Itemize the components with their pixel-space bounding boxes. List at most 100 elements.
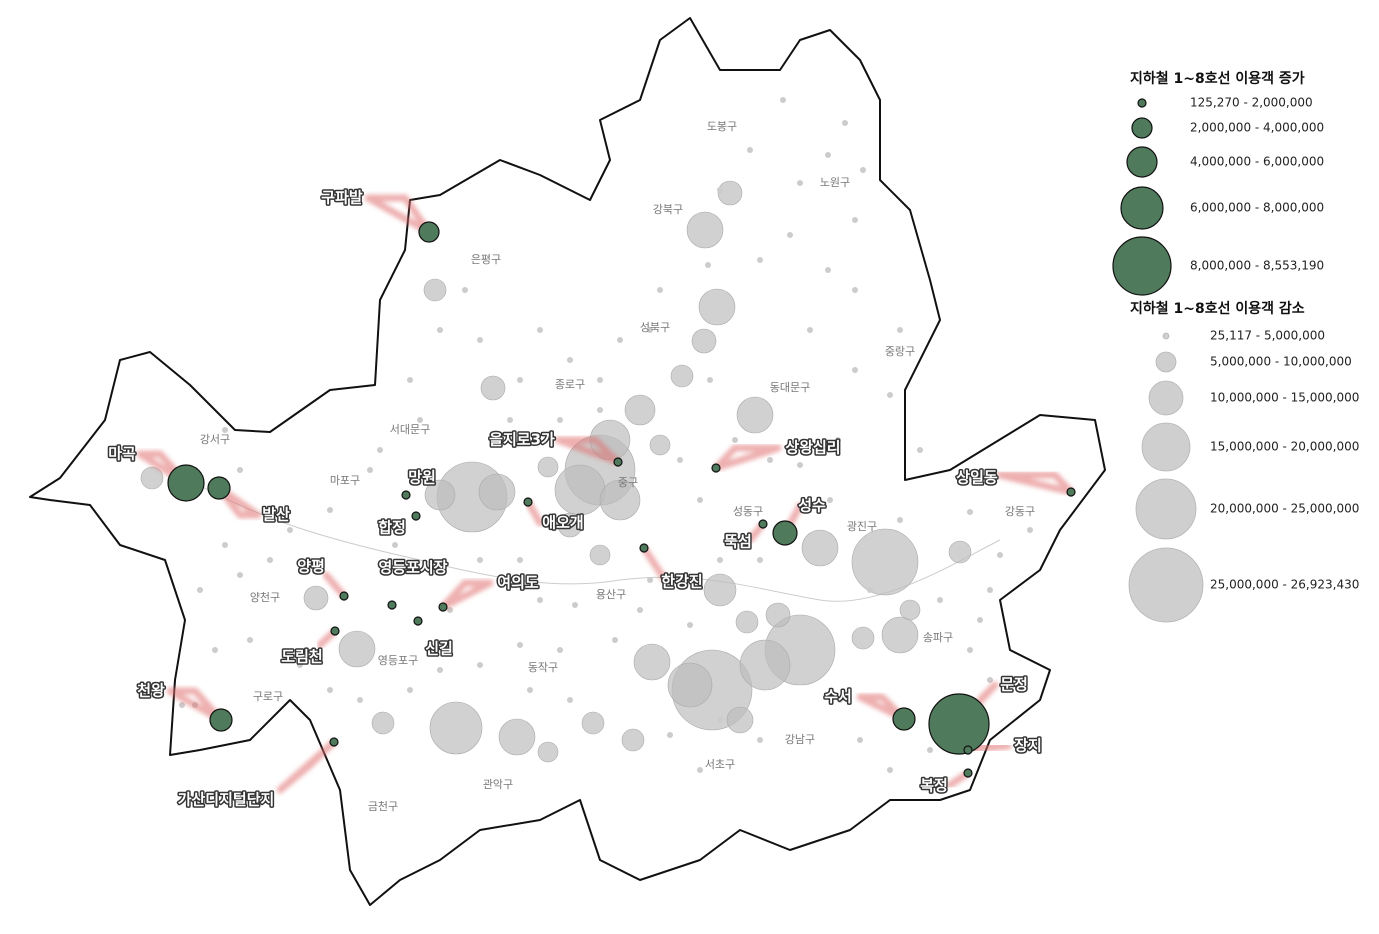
- decrease-circle: [987, 587, 993, 593]
- station-circle: [418, 221, 440, 243]
- decrease-circle: [417, 417, 423, 423]
- leader-line: [946, 770, 970, 789]
- decrease-circle: [197, 587, 203, 593]
- district-label: 강동구: [1005, 505, 1035, 518]
- decrease-circle: [852, 287, 858, 293]
- decrease-circle: [887, 392, 893, 398]
- decrease-circle: [567, 357, 573, 363]
- station-circle: [411, 511, 421, 521]
- decrease-circle: [447, 607, 453, 613]
- station-circle: [892, 707, 916, 731]
- district-label: 동대문구: [770, 381, 810, 394]
- legend-title: 지하철 1~8호선 이용객 증가: [1130, 70, 1305, 87]
- decrease-circle: [842, 120, 848, 126]
- decrease-circle: [377, 447, 383, 453]
- decrease-circle: [297, 662, 303, 668]
- decrease-circles: [140, 97, 1033, 773]
- decrease-circle: [612, 637, 618, 643]
- station-label: 성수: [798, 497, 826, 515]
- decrease-circle: [621, 728, 645, 752]
- legend-label: 20,000,000 - 25,000,000: [1210, 502, 1359, 516]
- decrease-circle: [735, 610, 759, 634]
- leader-line: [364, 194, 432, 236]
- station-circle: [339, 591, 349, 601]
- district-label: 성동구: [733, 505, 763, 518]
- decrease-circle: [480, 375, 506, 401]
- decrease-circle: [179, 702, 185, 708]
- decrease-circle: [462, 287, 468, 293]
- district-label: 강북구: [653, 203, 683, 216]
- district-label: 성북구: [640, 321, 670, 334]
- decrease-circle: [736, 396, 774, 434]
- decrease-circle: [649, 434, 671, 456]
- legend-symbol: [1162, 332, 1170, 340]
- decrease-circle: [597, 377, 603, 383]
- decrease-circle: [697, 767, 703, 773]
- station-circle: [167, 464, 205, 502]
- decrease-circle: [581, 711, 605, 735]
- decrease-circle: [767, 457, 773, 463]
- district-label: 서초구: [705, 758, 735, 771]
- station-label: 마곡: [108, 445, 136, 463]
- decrease-circle: [429, 701, 483, 755]
- decrease-circle: [726, 706, 754, 734]
- decrease-circle: [498, 718, 536, 756]
- decrease-circle: [732, 437, 738, 443]
- decrease-circle: [517, 557, 523, 563]
- leader-line: [136, 450, 189, 486]
- station-label: 영등포시장: [378, 559, 447, 577]
- decrease-circle: [338, 630, 376, 668]
- decrease-circle: [765, 602, 791, 628]
- legend-label: 5,000,000 - 10,000,000: [1210, 355, 1352, 369]
- station-label: 문정: [1000, 676, 1028, 694]
- decrease-circle: [967, 647, 973, 653]
- decrease-circle: [717, 187, 723, 193]
- decrease-circle: [557, 512, 583, 538]
- station-circle: [758, 519, 768, 529]
- district-label: 양천구: [250, 590, 280, 604]
- decrease-circle: [367, 467, 373, 473]
- station-label: 복정: [920, 777, 948, 795]
- decrease-circle: [237, 572, 243, 578]
- decrease-circle: [517, 642, 523, 648]
- decrease-circle: [477, 337, 483, 343]
- decrease-circle: [852, 217, 858, 223]
- station-circle: [413, 616, 423, 626]
- legend-label: 2,000,000 - 4,000,000: [1190, 121, 1324, 135]
- leader-line: [554, 436, 621, 466]
- station-label: 뚝섬: [724, 533, 752, 551]
- district-label: 강남구: [785, 733, 815, 746]
- station-label: 장지: [1014, 737, 1042, 755]
- decrease-circle: [327, 687, 333, 693]
- decrease-circle: [807, 327, 813, 333]
- decrease-circle: [633, 643, 671, 681]
- decrease-circle: [677, 457, 683, 463]
- legend-symbol: [1128, 547, 1204, 623]
- station-label: 상일동: [956, 469, 998, 487]
- leader-line: [276, 739, 337, 794]
- district-label: 송파구: [923, 631, 953, 644]
- decrease-circle: [1027, 527, 1033, 533]
- legend-label: 8,000,000 - 8,553,190: [1190, 259, 1324, 273]
- decrease-circle: [357, 697, 363, 703]
- station-label: 상왕십리: [785, 439, 840, 457]
- leader-line: [746, 521, 766, 544]
- decrease-circle: [801, 529, 839, 567]
- district-label: 동작구: [528, 661, 558, 674]
- station-circle: [387, 600, 397, 610]
- station-circle: [209, 708, 233, 732]
- decrease-circle: [757, 257, 763, 263]
- decrease-circle: [857, 737, 863, 743]
- station-circle: [639, 543, 649, 553]
- decrease-circle: [987, 677, 993, 683]
- station-circle: [207, 476, 231, 500]
- station-label: 애오개: [542, 514, 583, 532]
- station-label: 양평: [297, 558, 325, 576]
- decrease-circle: [851, 626, 875, 650]
- leader-line: [967, 742, 1012, 754]
- decrease-circle: [757, 557, 763, 563]
- decrease-circle: [698, 288, 736, 326]
- district-label: 마포구: [330, 474, 360, 487]
- legend-label: 125,270 - 2,000,000: [1190, 96, 1313, 110]
